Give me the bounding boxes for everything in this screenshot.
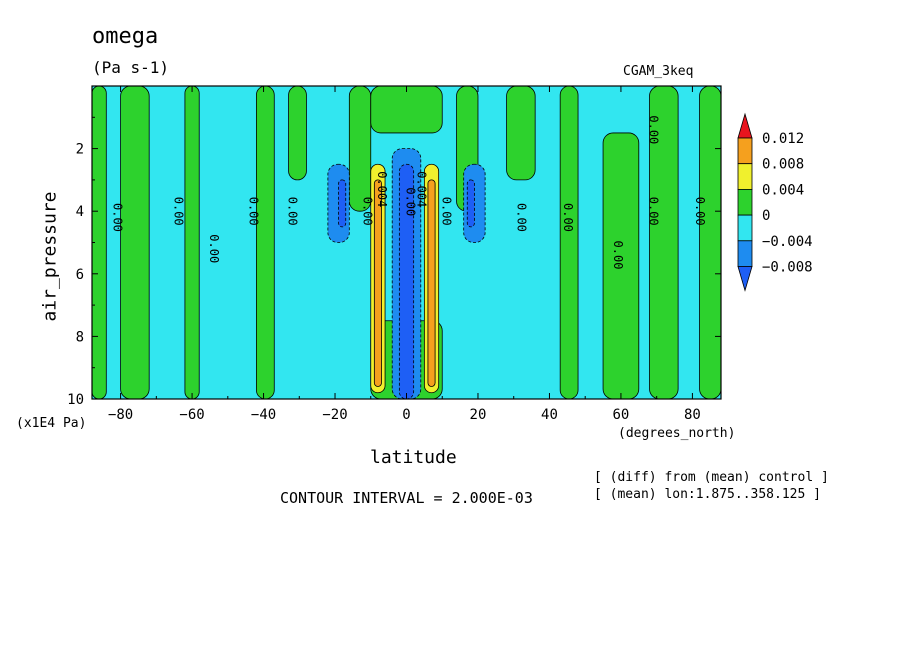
contour-region <box>120 86 150 399</box>
contour-region <box>348 86 372 212</box>
y-tick-label: 6 <box>76 267 84 283</box>
contour-label: 0.004 <box>414 171 428 207</box>
contour-label: 0.00 <box>647 197 661 226</box>
colorbar-segment <box>737 240 753 267</box>
contour-label: 0.00 <box>404 187 418 216</box>
chart-units: (Pa s-1) <box>92 58 170 77</box>
contour-region <box>699 86 721 399</box>
contour-region <box>398 163 415 399</box>
x-tick-label: 20 <box>470 407 487 423</box>
contour-region <box>559 86 579 399</box>
x-axis-units: (degrees_north) <box>618 426 736 441</box>
contour-label: 0.00 <box>286 197 300 226</box>
colorbar-segment <box>737 137 753 165</box>
note-mean: [ (mean) lon:1.875..358.125 ] <box>594 487 821 502</box>
contour-region <box>506 86 536 181</box>
x-tick-label: −20 <box>322 407 347 423</box>
x-tick-label: −40 <box>251 407 276 423</box>
x-tick-label: 80 <box>684 407 701 423</box>
colorbar-top-arrow <box>737 112 753 139</box>
contour-region <box>338 179 347 228</box>
y-axis-units: (x1E4 Pa) <box>16 416 87 431</box>
chart-title: omega <box>92 24 159 49</box>
contour-region <box>184 86 200 399</box>
y-tick-label: 2 <box>76 142 84 158</box>
contour-label: 0.00 <box>246 197 260 226</box>
y-axis-label: air_pressure <box>39 191 61 322</box>
contour-label: 0.00 <box>514 203 528 232</box>
colorbar-bottom-arrow <box>737 266 753 292</box>
contour-interval: CONTOUR INTERVAL = 2.000E-03 <box>280 489 533 507</box>
contour-label: 0.00 <box>561 203 575 232</box>
contour-region <box>370 86 443 134</box>
y-tick-label: 8 <box>76 329 84 345</box>
contour-label: 0.00 <box>693 197 707 226</box>
y-tick-label: 4 <box>76 204 84 220</box>
note-diff: [ (diff) from (mean) control ] <box>594 470 829 485</box>
colorbar-segment <box>737 163 753 190</box>
contour-label: 0.00 <box>207 234 221 263</box>
colorbar-label: 0.008 <box>762 157 804 173</box>
contour-label: 0.00 <box>611 241 625 270</box>
colorbar-label: −0.004 <box>762 234 813 250</box>
colorbar-segment <box>737 214 753 242</box>
contour-label: 0.00 <box>439 197 453 226</box>
contour-label: 0.004 <box>375 171 389 207</box>
colorbar-label: 0.004 <box>762 182 804 198</box>
y-tick-label: 10 <box>67 392 84 408</box>
contour-label: 0.00 <box>647 115 661 144</box>
contour-region <box>92 86 107 399</box>
colorbar-label: 0.012 <box>762 131 804 147</box>
colorbar-segment <box>737 188 753 216</box>
x-tick-label: 40 <box>541 407 558 423</box>
x-tick-label: 0 <box>402 407 410 423</box>
x-tick-label: −80 <box>108 407 133 423</box>
x-tick-label: −60 <box>179 407 204 423</box>
contour-region <box>256 86 275 399</box>
contour-region <box>466 179 475 228</box>
contour-region <box>373 179 382 387</box>
experiment-label: CGAM_3keq <box>623 64 694 79</box>
contour-region <box>427 179 436 387</box>
contour-region <box>288 86 307 181</box>
contour-region <box>649 86 679 399</box>
colorbar-label: −0.008 <box>762 260 813 276</box>
x-tick-label: 60 <box>613 407 630 423</box>
colorbar-label: 0 <box>762 208 770 224</box>
contour-label: 0.00 <box>171 197 185 226</box>
contour-label: 0.00 <box>111 203 125 232</box>
x-axis-label: latitude <box>370 447 457 468</box>
contour-label: 0.00 <box>361 197 375 226</box>
